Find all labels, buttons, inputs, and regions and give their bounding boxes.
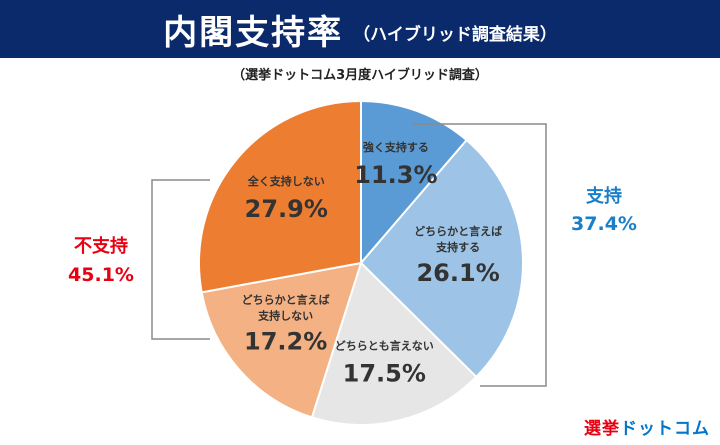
survey-caption: （選挙ドットコム3月度ハイブリッド調査） bbox=[232, 68, 488, 83]
support-group-value: 37.4% bbox=[571, 213, 637, 235]
slice-label-4: 支持しない bbox=[257, 308, 313, 322]
slice-label-1: 強く支持する bbox=[363, 140, 429, 154]
slice-label-3: どちらとも言えない bbox=[335, 338, 434, 352]
slice-value-2: 26.1% bbox=[416, 259, 499, 287]
pie-slice-5 bbox=[198, 99, 362, 294]
brand-part2: ドットコム bbox=[620, 419, 710, 439]
slice-value-5: 27.9% bbox=[245, 195, 328, 223]
slice-label-2: 支持する bbox=[435, 240, 480, 254]
slice-label-5: 全く支持しない bbox=[247, 174, 325, 188]
page-title: 内閣支持率 bbox=[163, 12, 344, 53]
support-bracket bbox=[412, 123, 547, 387]
nonsupport-bracket bbox=[151, 179, 210, 340]
support-group-label: 支持 bbox=[585, 185, 622, 207]
slice-value-1: 11.3% bbox=[354, 161, 437, 189]
pie-slice-3 bbox=[310, 261, 478, 426]
brand-logo: 選挙ドットコム bbox=[584, 414, 710, 439]
pie-slice-1 bbox=[360, 99, 469, 266]
page-subtitle: （ハイブリッド調査結果） bbox=[353, 24, 557, 45]
slice-label-2: どちらかと言えば bbox=[414, 224, 502, 238]
brand-part1: 選挙 bbox=[584, 419, 620, 439]
pie-slice-2 bbox=[359, 138, 524, 379]
title-banner: 内閣支持率 （ハイブリッド調査結果） bbox=[0, 0, 720, 58]
slice-value-4: 17.2% bbox=[244, 327, 327, 355]
nonsupport-group-label: 不支持 bbox=[74, 235, 128, 257]
nonsupport-group-value: 45.1% bbox=[68, 264, 134, 286]
pie-slice-4 bbox=[200, 261, 363, 419]
slice-value-3: 17.5% bbox=[343, 359, 426, 387]
slice-label-4: どちらかと言えば bbox=[242, 292, 330, 306]
